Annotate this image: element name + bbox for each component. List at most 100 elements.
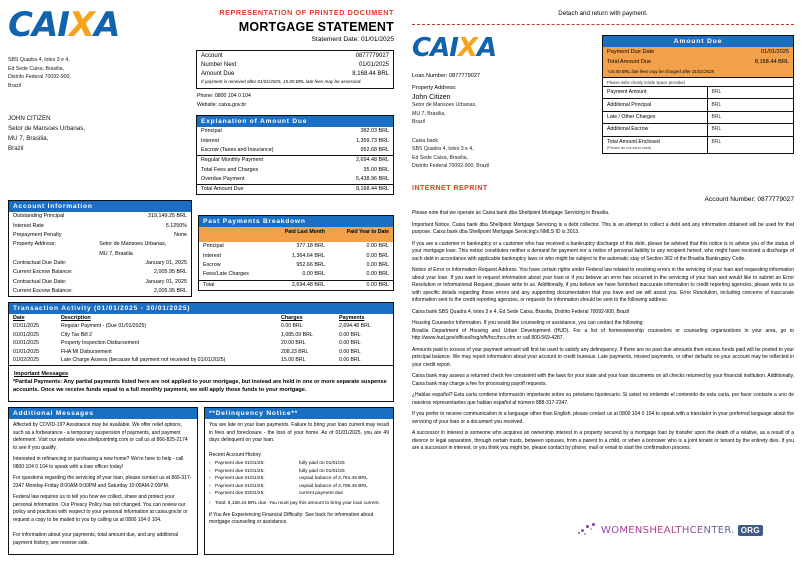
info-label xyxy=(9,250,95,259)
table-row[interactable]: Total Amount Enclosed (Please do not sen… xyxy=(603,135,793,154)
table-row: Outstanding Principal 319,149.25 BRL xyxy=(9,212,191,221)
table-row: Current Escrow Balance: 2,005.95 BRL xyxy=(9,268,191,277)
pp-last-month: 1,364.64 BRL xyxy=(291,252,325,259)
pp-last-month: 2,694.48 BRL xyxy=(267,279,329,290)
table-row[interactable]: Payment Amount BRL xyxy=(603,86,793,99)
history-value: fully paid on 01/01/25 xyxy=(299,461,345,467)
pp-label: Total xyxy=(199,279,268,290)
pp-label: Principal xyxy=(203,243,224,250)
info-label: Interest Rate xyxy=(13,222,44,229)
payment-amount-input[interactable]: BRL xyxy=(706,86,793,99)
table-row: Total 2,694.48 BRL 0.00 BRL xyxy=(199,279,393,290)
statement-page-right: Detach and return with payment. CAIXA Lo… xyxy=(404,0,802,561)
delinquency-notice-box: **Delinquency Notice** You are late on y… xyxy=(204,407,394,556)
important-messages-heading: Important Messages xyxy=(14,371,69,378)
reprint-paragraph: Please note that we operate as Caixa ban… xyxy=(412,210,610,217)
pp-ytd: 0.00 BRL xyxy=(366,243,389,250)
table-row: MU 7, Brasilia xyxy=(9,250,191,259)
remit-to-address: Caixa bank SBS Quadra 4, lotes 3 e 4, Ed… xyxy=(412,137,490,170)
column-header-date: Date xyxy=(13,315,25,322)
pp-label: Fees/Late Charges xyxy=(203,271,249,278)
table-row: Property Address: Setor de Mansoes Urban… xyxy=(9,240,191,249)
table-row: Interest 1,359.73 BRL xyxy=(197,137,393,146)
table-row: 01/01/2025 City Tax Bill 2 1,085.09 BRL … xyxy=(9,331,393,340)
tx-description: Late Charge Assess (because full payment… xyxy=(61,357,226,364)
column-header-charges: Charges xyxy=(281,315,303,322)
history-label: Payment due 01/01/25: xyxy=(215,461,265,467)
list-item: › Payment due 01/01/25: fully paid on 01… xyxy=(209,468,389,475)
table-row: Amount Due 8,168.44 BRL xyxy=(197,69,393,78)
table-row[interactable]: Additional Escrow BRL xyxy=(603,123,793,137)
table-row: Interest 1,364.64 BRL 0.00 BRL xyxy=(199,252,393,261)
property-address-label: Property Address: xyxy=(412,85,457,91)
tx-date: 01/01/2025 xyxy=(13,331,39,338)
table-row: Principal 382.03 BRL xyxy=(197,127,393,136)
tx-date: 01/01/2025 xyxy=(13,322,39,329)
tx-payments: 0.00 BRL xyxy=(339,348,361,355)
late-other-charges-input[interactable]: BRL xyxy=(706,110,793,124)
logo-text-x: X xyxy=(457,33,478,63)
amount-due-value: 01/01/2025 xyxy=(710,47,793,58)
tx-date: 01/01/2025 xyxy=(13,340,39,347)
explanation-table: Principal 382.03 BRL Interest 1,359.73 B… xyxy=(197,127,393,195)
account-information-title: Account Information xyxy=(9,201,191,213)
tx-date: 01/01/2025 xyxy=(13,348,39,355)
contact-info: Phone: 0800 104 0 104 Website: caixa.gov… xyxy=(196,92,394,110)
table-row[interactable]: Late / Other Charges BRL xyxy=(603,110,793,124)
additional-escrow-input[interactable]: BRL xyxy=(706,123,793,137)
slip-instruction: Please write clearly inside space provid… xyxy=(603,77,793,86)
explanation-value: 8,168.44 BRL xyxy=(326,184,393,195)
transaction-activity-box: Transaction Activity (01/01/2025 - 30/01… xyxy=(8,302,394,403)
summary-label: Amount Due xyxy=(201,70,235,77)
total-enclosed-input[interactable]: BRL xyxy=(706,135,793,154)
logo-text-2: A xyxy=(476,33,497,63)
history-value: current payment due xyxy=(299,491,343,497)
pp-label: Escrow xyxy=(203,262,221,269)
borrower-name: John Citizen xyxy=(412,94,451,101)
tx-payments: 0.00 BRL xyxy=(339,357,361,364)
page-divider xyxy=(400,0,401,561)
pp-last-month: 952.66 BRL xyxy=(296,262,325,269)
table-row: Total Amount Due 8,168.44 BRL xyxy=(603,57,793,69)
table-row: Principal 377.18 BRL 0.00 BRL xyxy=(199,242,393,251)
borrower-address: JOHN CITIZEN Setor de Mansoes Urbanas, M… xyxy=(8,115,86,153)
tx-payments: 0.00 BRL xyxy=(339,331,361,338)
column-header-payments: Payments xyxy=(339,315,365,322)
history-label: Payment due 01/01/25: xyxy=(215,476,265,482)
info-label: Prepayment Penalty xyxy=(13,232,62,239)
additional-message-paragraph: For questions regarding the servicing of… xyxy=(13,475,192,489)
additional-principal-input[interactable]: BRL xyxy=(706,98,793,112)
reprint-body: Please note that we operate as Caixa ban… xyxy=(412,210,794,453)
reprint-paragraph: A successor in interest is someone who a… xyxy=(412,430,794,452)
bullet-icon: › xyxy=(209,500,211,506)
amount-due-box: Amount Due Payment Due Date 01/01/2025 T… xyxy=(602,35,794,155)
additional-messages-title: Additional Messages xyxy=(9,408,197,420)
total-enclosed-label: Total Amount Enclosed xyxy=(607,138,660,145)
coupon-left-column: CAIXA Loan Number: 0877779027 Property A… xyxy=(412,35,592,171)
table-row: Fees/Late Charges 0.00 BRL 0.00 BRL xyxy=(199,270,393,280)
reprint-paragraph: Housing Counselor Information. If you wo… xyxy=(412,320,644,327)
amount-due-label: Total Amount Due xyxy=(603,57,711,69)
info-value: 2,005.95 BRL xyxy=(154,269,187,276)
bullet-icon: › xyxy=(209,476,211,482)
summary-label: Number Next xyxy=(201,61,237,68)
representation-notice: REPRESENTATION OF PRINTED DOCUMENT xyxy=(219,8,394,17)
additional-message-paragraph: Interested in refinancing or purchasing … xyxy=(13,456,184,470)
payment-field-label: Late / Other Charges xyxy=(603,110,707,124)
pp-spacer xyxy=(199,227,268,243)
table-row: Escrow 952.66 BRL 0.00 BRL xyxy=(199,261,393,270)
past-payments-box: Past Payments Breakdown Paid Last Month … xyxy=(198,215,394,291)
info-label: Outstanding Principal xyxy=(13,213,65,220)
table-row[interactable]: Additional Principal BRL xyxy=(603,98,793,112)
list-item: › Payment due 02/01/25: current payment … xyxy=(209,490,389,497)
reprint-paragraph: If you are a customer in bankruptcy or a… xyxy=(412,240,794,262)
bullet-icon: › xyxy=(209,461,211,467)
info-value: January 01, 2025 xyxy=(145,278,187,285)
list-item: › Payment due 01/01/25: fully paid on 01… xyxy=(209,460,389,467)
info-value: Setor de Mansoes Urbanas, xyxy=(99,241,167,248)
tx-description: Property Inspection Disbursement xyxy=(61,340,140,347)
explanation-value: 382.03 BRL xyxy=(360,128,389,135)
page-title: MORTGAGE STATEMENT xyxy=(238,20,394,34)
coupon-right-column: Amount Due Payment Due Date 01/01/2025 T… xyxy=(602,35,794,171)
